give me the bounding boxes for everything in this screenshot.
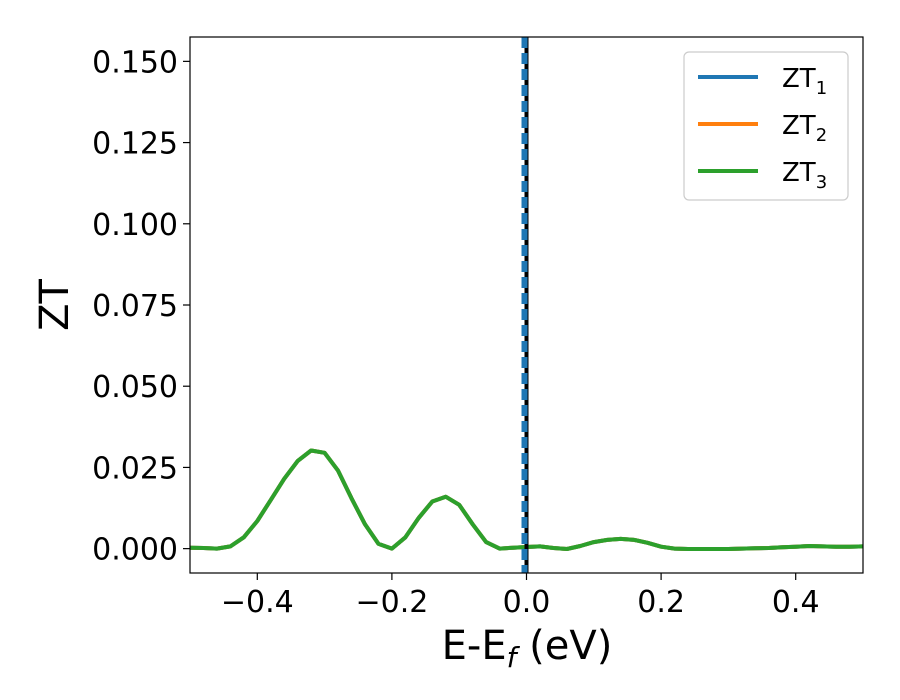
- x-axis-title-unit: (eV): [516, 623, 612, 669]
- y-tick-label: 0.025: [92, 451, 178, 486]
- legend-label-zt2: ZT2: [782, 111, 827, 146]
- legend-label-main: ZT: [782, 64, 816, 94]
- legend-label-subscript: 1: [816, 78, 827, 99]
- y-tick-label: 0.050: [92, 370, 178, 405]
- legend-label-main: ZT: [782, 111, 816, 141]
- x-tick-label: −0.4: [221, 585, 294, 620]
- y-axis-title: ZT: [32, 279, 78, 331]
- x-tick-label: −0.2: [355, 585, 428, 620]
- legend-box: [683, 51, 849, 201]
- x-axis-title-main: E-E: [442, 623, 507, 669]
- axes: −0.4 −0.2 0.0 0.2 0.4 0.000 0.025 0.050 0.075 0.1…: [92, 36, 864, 620]
- legend-label-subscript: 2: [816, 125, 827, 146]
- plot-area: [190, 37, 863, 573]
- legend-label-zt3: ZT3: [782, 158, 827, 193]
- legend-label-zt1: ZT1: [782, 64, 827, 99]
- y-tick-label: 0.000: [92, 533, 178, 568]
- x-tick-label: 0.0: [503, 585, 551, 620]
- x-tick-label: 0.2: [637, 585, 685, 620]
- legend-label-main: ZT: [782, 158, 816, 188]
- y-tick-label: 0.100: [92, 208, 178, 243]
- y-tick-label: 0.150: [92, 45, 178, 80]
- legend-label-subscript: 3: [816, 172, 827, 193]
- y-tick-label: 0.125: [92, 127, 178, 162]
- x-tick-label: 0.4: [772, 585, 820, 620]
- y-tick-label: 0.075: [92, 289, 178, 324]
- x-axis-title: E-Ef (eV): [442, 623, 613, 674]
